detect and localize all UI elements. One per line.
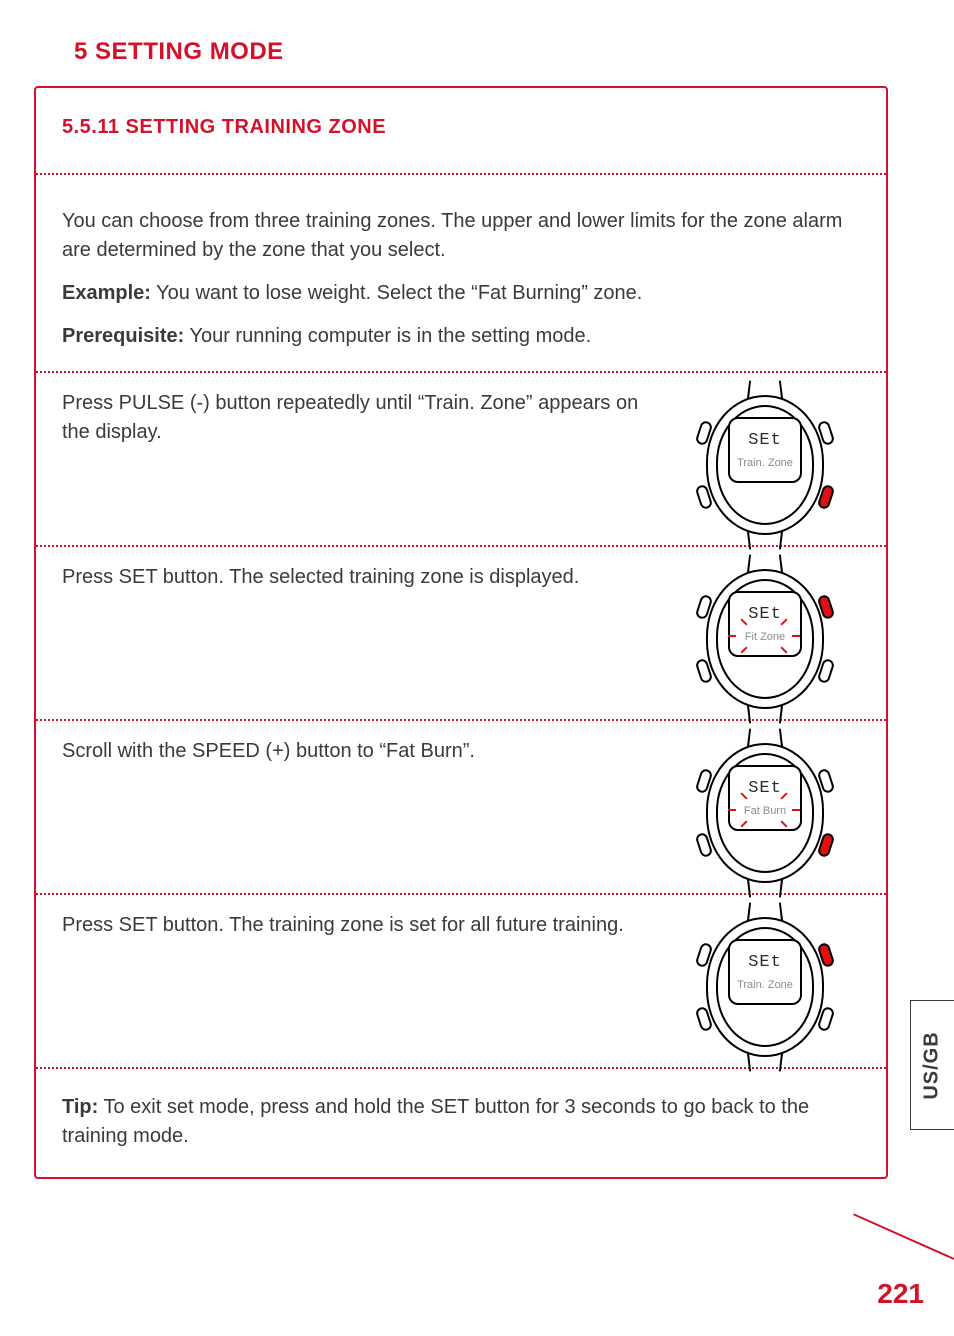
example-text: You want to lose weight. Select the “Fat… <box>151 282 642 304</box>
step-text: Press PULSE (-) button repeatedly until … <box>62 385 652 447</box>
section-header-block: 5.5.11 SETTING TRAINING ZONE <box>36 88 886 173</box>
watch-illustration: SEt Train. Zone <box>670 385 860 545</box>
step-figure: SEt Fat Burn <box>670 733 860 893</box>
steps-container: Press PULSE (-) button repeatedly until … <box>36 373 886 1069</box>
watch-face-top: SEt <box>748 953 782 972</box>
section-title: 5.5.11 SETTING TRAINING ZONE <box>62 116 860 153</box>
step-text: Press SET button. The selected training … <box>62 559 652 592</box>
step-figure: SEt Fit Zone <box>670 559 860 719</box>
prereq-line: Prerequisite: Your running computer is i… <box>62 322 860 351</box>
tip-label: Tip: <box>62 1096 98 1118</box>
watch-face: SEt Fit Zone <box>728 591 802 657</box>
content-panel: 5.5.11 SETTING TRAINING ZONE You can cho… <box>34 86 888 1179</box>
tip-block: Tip: To exit set mode, press and hold th… <box>36 1069 886 1177</box>
watch-face: SEt Train. Zone <box>728 417 802 483</box>
step-row: Press PULSE (-) button repeatedly until … <box>36 373 886 545</box>
watch-face-bottom: Fit Zone <box>745 632 785 643</box>
corner-diagonal <box>853 1213 954 1260</box>
watch-face: SEt Train. Zone <box>728 939 802 1005</box>
language-tab: US/GB <box>910 1000 954 1130</box>
intro-text: You can choose from three training zones… <box>62 207 860 265</box>
step-text: Scroll with the SPEED (+) button to “Fat… <box>62 733 652 766</box>
watch-face-top: SEt <box>748 431 782 450</box>
watch-illustration: SEt Fit Zone <box>670 559 860 719</box>
watch-illustration: SEt Train. Zone <box>670 907 860 1067</box>
page: 5 SETTING MODE 5.5.11 SETTING TRAINING Z… <box>0 0 954 1336</box>
watch-face-bottom: Fat Burn <box>744 806 786 817</box>
tip-line: Tip: To exit set mode, press and hold th… <box>62 1093 860 1151</box>
watch-face-top: SEt <box>748 605 782 624</box>
watch-face-bottom: Train. Zone <box>737 980 793 991</box>
prereq-text: Your running computer is in the setting … <box>184 325 591 347</box>
step-figure: SEt Train. Zone <box>670 907 860 1067</box>
prereq-label: Prerequisite: <box>62 325 184 347</box>
page-number: 221 <box>877 1278 924 1310</box>
watch-illustration: SEt Fat Burn <box>670 733 860 893</box>
example-label: Example: <box>62 282 151 304</box>
language-tab-label: US/GB <box>921 1031 944 1099</box>
example-line: Example: You want to lose weight. Select… <box>62 279 860 308</box>
watch-face-bottom: Train. Zone <box>737 458 793 469</box>
chapter-title: 5 SETTING MODE <box>74 38 920 66</box>
step-row: Scroll with the SPEED (+) button to “Fat… <box>36 721 886 893</box>
watch-face: SEt Fat Burn <box>728 765 802 831</box>
step-row: Press SET button. The selected training … <box>36 547 886 719</box>
tip-text: To exit set mode, press and hold the SET… <box>62 1096 809 1147</box>
intro-block: You can choose from three training zones… <box>36 175 886 371</box>
step-figure: SEt Train. Zone <box>670 385 860 545</box>
step-row: Press SET button. The training zone is s… <box>36 895 886 1067</box>
step-text: Press SET button. The training zone is s… <box>62 907 652 940</box>
watch-face-top: SEt <box>748 779 782 798</box>
